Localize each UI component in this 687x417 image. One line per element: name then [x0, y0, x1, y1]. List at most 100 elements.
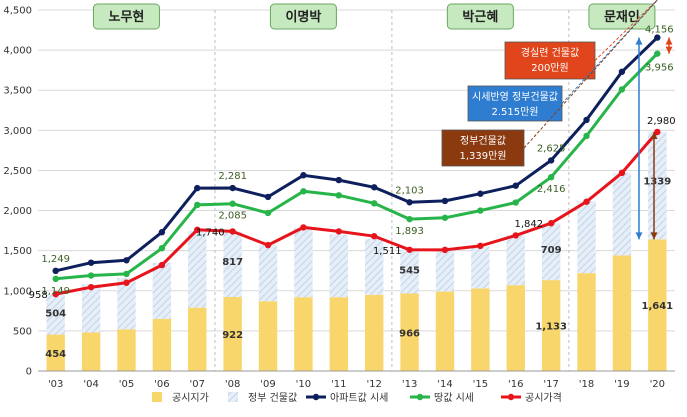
annotation-text: 시세반영 정부건물값 [472, 91, 558, 103]
line-land-market-point [547, 173, 555, 181]
line-official-price-point [194, 226, 201, 234]
bar-land-official [188, 307, 207, 371]
data-label: 709 [541, 245, 562, 256]
line-official-price-point [229, 228, 236, 235]
bar-land-official [577, 273, 596, 371]
bar-land-official [152, 318, 172, 371]
annotation-box [467, 85, 563, 122]
line-official-price-point [547, 220, 555, 227]
line-apartment-point [264, 193, 272, 201]
x-tick-label: '11 [331, 379, 346, 390]
legend-label: 정부 건물값 [248, 392, 297, 404]
bar-building-gov [117, 277, 136, 330]
line-land-market-point [406, 215, 413, 223]
bar-building-gov [152, 262, 172, 319]
line-apartment-point [194, 184, 201, 192]
bar-building-gov [294, 228, 313, 298]
data-label: 504 [45, 308, 66, 319]
line-land-market-point [370, 200, 378, 207]
annotation-text: 200만원 [531, 62, 569, 74]
line-official-price-point [583, 198, 590, 205]
era-label: 노무현 [109, 9, 145, 25]
x-tick-label: '05 [119, 379, 134, 390]
y-tick-label: 3,000 [3, 126, 32, 137]
bar-building-gov [435, 249, 455, 292]
line-official-price [55, 130, 659, 296]
line-official-price-point [406, 246, 413, 253]
y-tick-label: 0 [26, 367, 32, 378]
line-land-market-point [512, 199, 519, 206]
line-official-price-point [335, 228, 343, 235]
legend-swatch [228, 392, 238, 402]
y-tick-label: 4,500 [3, 6, 32, 17]
arrow-head [635, 37, 643, 45]
x-tick-label: '20 [650, 379, 665, 390]
bar-building-gov [612, 172, 632, 256]
legend-swatch [152, 392, 162, 402]
line-land-market-point [654, 50, 661, 57]
legend-marker [507, 393, 515, 401]
line-official-price-point [618, 169, 626, 177]
line-land-market-point [583, 132, 590, 140]
era-label-box [92, 3, 160, 30]
line-apartment-point [300, 172, 307, 179]
line-apartment-point [87, 259, 95, 266]
line-official-price-point [441, 246, 449, 254]
x-tick-label: '10 [296, 379, 311, 390]
bar-land-official [435, 291, 455, 371]
x-tick-label: '07 [190, 379, 205, 390]
line-apartment-point [547, 157, 555, 164]
legend-marker [312, 393, 320, 401]
data-label: 1,149 [41, 286, 70, 297]
bar-land-official [46, 334, 65, 371]
arrow-head [650, 131, 658, 139]
line-apartment-point [583, 116, 590, 124]
bar-land-official [81, 332, 101, 371]
arrow-head [635, 232, 643, 240]
line-official-price-point [300, 224, 307, 231]
bar-land-official [612, 255, 632, 371]
annotation-box [504, 41, 596, 80]
line-land-market-point [441, 214, 449, 221]
x-tick-label: '19 [614, 379, 629, 390]
bar-building-gov [188, 230, 207, 308]
line-apartment-point [52, 267, 59, 275]
line-apartment-point [335, 176, 343, 184]
line-land-market-point [158, 245, 166, 252]
x-tick-label: '17 [543, 379, 558, 390]
era-label: 박근혜 [462, 9, 498, 25]
annotation-text: 경실련 건물값 [521, 46, 579, 59]
data-label: 545 [399, 265, 420, 276]
data-label: 1,249 [41, 254, 70, 265]
bar-land-official [294, 297, 313, 371]
annotation-text: 정부건물값 [460, 135, 506, 147]
y-tick-label: 4,000 [3, 46, 32, 57]
bar-building-gov [506, 235, 525, 286]
data-label: 1,740 [196, 227, 225, 238]
line-land-market-point [52, 275, 59, 283]
bar-building-gov [223, 231, 242, 298]
x-tick-label: '03 [48, 379, 63, 390]
era-label: 문재인 [604, 9, 640, 25]
line-land-market-point [194, 201, 201, 209]
line-official-price-point [123, 279, 130, 286]
era-label-box [269, 3, 337, 30]
line-apartment-point [406, 199, 413, 206]
y-tick-label: 2,500 [3, 166, 32, 177]
line-land-market-point [477, 207, 484, 214]
line-official-price-point [654, 128, 661, 136]
data-label: 1,641 [641, 301, 673, 312]
bar-building-gov [46, 294, 65, 335]
data-label: 454 [45, 349, 66, 360]
bar-land-official [117, 329, 136, 371]
line-land-market-point [264, 209, 272, 217]
line-official-price-point [370, 233, 378, 240]
bar-land-official [471, 288, 490, 371]
line-official-price-point [52, 290, 59, 298]
line-land-market-point [300, 188, 307, 195]
data-label: 922 [222, 330, 243, 341]
annotation-leader [523, 0, 658, 149]
line-apartment [55, 36, 659, 273]
